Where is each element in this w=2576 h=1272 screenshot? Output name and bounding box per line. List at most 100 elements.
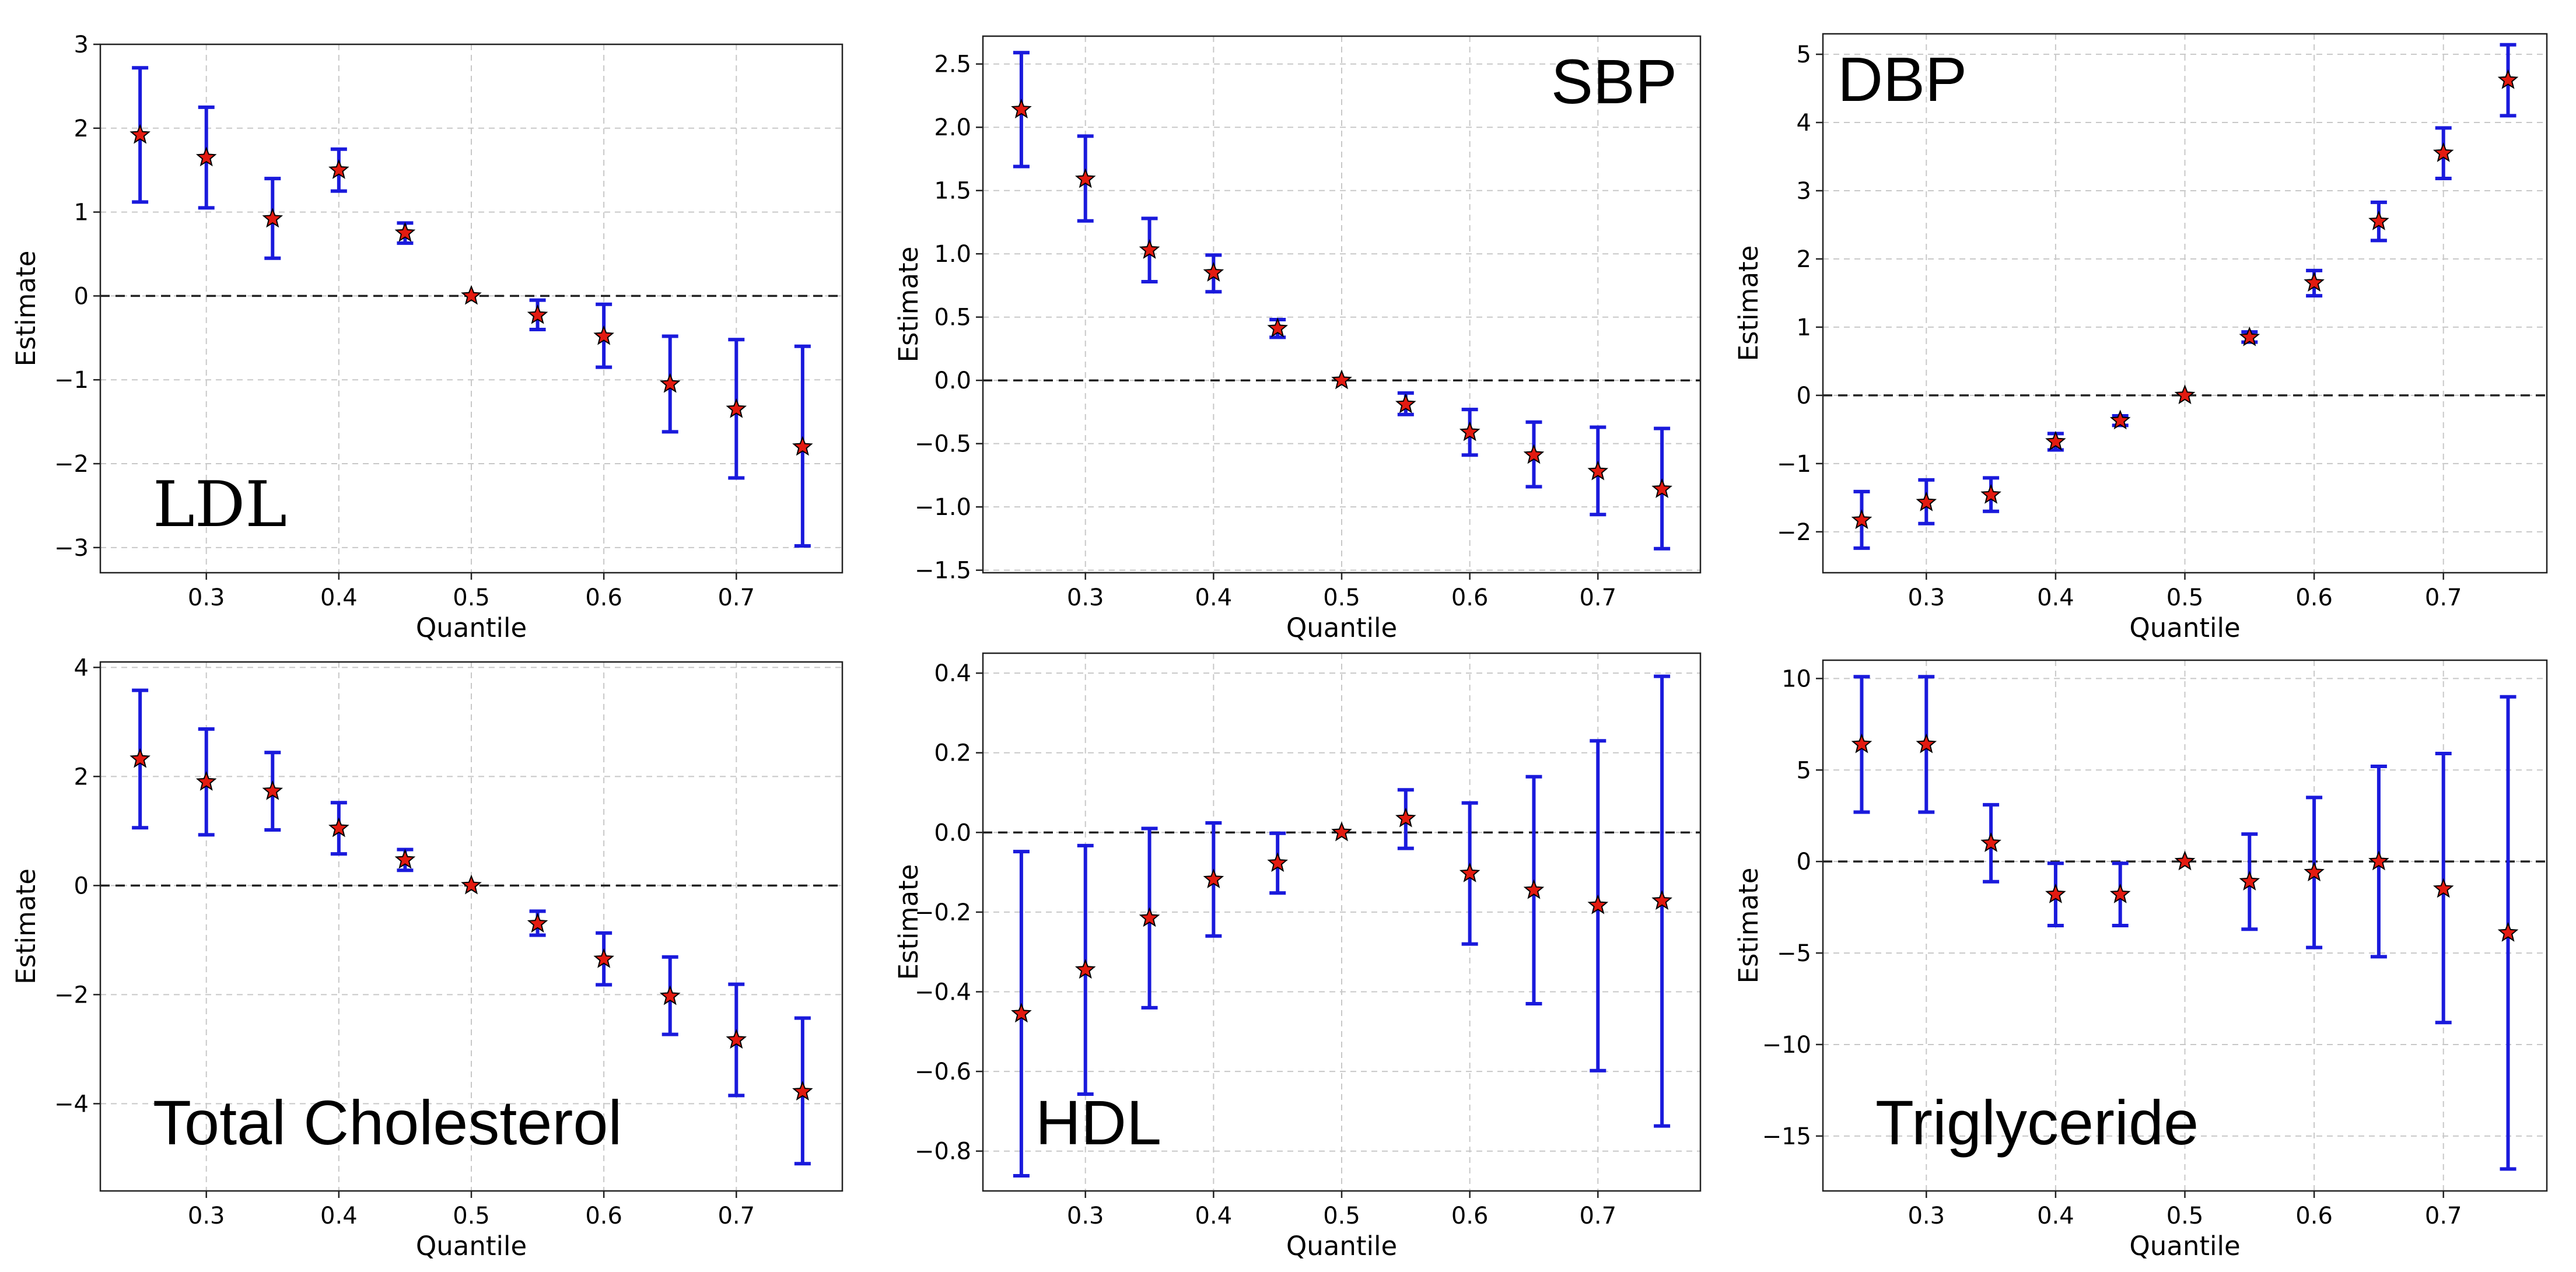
estimate-star-marker [1139,907,1160,927]
plot-frame [1822,33,2548,574]
y-tick-label: −1.0 [915,494,971,521]
y-tick-label: 0.0 [934,819,971,846]
estimate-star-marker [659,985,681,1005]
y-axis-label: Estimate [893,864,924,980]
panel-total-cholesterol: 0.3 0.4 0.5 0.6 0.7 −4 −2 0 2 4 Quantile Estimate To… [10,654,844,1262]
estimate-star-marker [1203,868,1224,889]
y-tick-label: −2 [1777,519,1811,546]
x-tick-label: 0.7 [1579,584,1616,611]
y-axis-label: Estimate [1733,246,1764,362]
estimate-star-marker [1459,421,1480,441]
estimate-star-marker [1395,393,1416,414]
x-tick-label: 0.7 [718,1203,755,1229]
estimate-star-marker [328,159,349,179]
estimate-star-marker [1523,879,1545,899]
y-tick-label: 0.0 [934,367,971,394]
panel-label: DBP [1838,44,1967,114]
estimate-star-marker [1074,168,1096,188]
x-tick-label: 0.3 [1908,1203,1945,1229]
x-tick-label: 0.6 [585,584,622,611]
panel-label: HDL [1035,1087,1161,1158]
estimate-star-marker [130,124,150,144]
y-tick-label: −10 [1762,1032,1811,1059]
estimate-star-marker [2368,850,2389,871]
x-axis-label: Quantile [2129,1231,2240,1262]
x-tick-label: 0.3 [1908,584,1945,611]
y-tick-label: 2 [74,763,89,790]
estimate-star-marker [726,398,747,418]
estimate-star-marker [1459,862,1480,882]
panel-label: SBP [1551,46,1677,117]
estimate-star-marker [1395,807,1416,828]
estimate-star-marker [394,222,416,242]
x-tick-label: 0.6 [1451,1203,1489,1229]
estimate-star-marker [2304,272,2325,292]
panel-triglyceride: 0.3 0.4 0.5 0.6 0.7 −15 −10 −5 0 5 10 Quantile Estim… [1733,659,2548,1262]
x-tick-label: 0.5 [1323,1203,1360,1229]
estimate-star-marker [792,436,813,456]
y-tick-label: 0.4 [934,660,971,687]
x-tick-label: 0.6 [2295,1203,2333,1229]
x-axis-label: Quantile [2129,612,2240,643]
x-axis-label: Quantile [416,1231,527,1262]
x-tick-label: 0.4 [2037,584,2074,611]
y-tick-label: −15 [1762,1123,1811,1150]
estimate-star-marker [1011,99,1032,118]
estimate-star-marker [1011,1003,1032,1023]
y-tick-label: 2.0 [934,114,971,141]
x-tick-label: 0.3 [188,1203,225,1229]
estimate-star-marker [2109,883,2131,903]
x-axis-label: Quantile [1286,612,1397,643]
y-tick-label: −1 [1777,451,1811,478]
estimate-star-marker [1851,733,1873,754]
y-tick-label: −1.5 [915,558,971,584]
estimate-star-marker [1331,821,1352,842]
x-tick-label: 0.7 [1579,1203,1616,1229]
plot-frame [982,35,1702,574]
estimate-star-marker [262,208,284,228]
y-tick-label: 2.5 [934,51,971,78]
estimate-star-marker [2045,430,2066,451]
estimate-star-marker [1916,491,1937,511]
y-tick-label: 4 [74,654,89,681]
y-tick-label: 1 [1797,314,1811,341]
panel-ldl: 0.3 0.4 0.5 0.6 0.7 −3 −2 −1 0 1 2 3 Quantile Estimat… [10,31,844,643]
estimate-star-marker [2497,921,2519,942]
x-tick-label: 0.3 [188,584,225,611]
estimate-star-marker [2109,409,2131,430]
estimate-star-marker [659,373,681,393]
y-tick-label: 4 [1797,110,1811,136]
estimate-star-marker [2432,142,2454,162]
plot-frame [99,661,844,1192]
estimate-star-marker [2304,861,2325,882]
estimate-star-marker [1651,890,1672,910]
x-tick-label: 0.5 [453,584,490,611]
x-tick-label: 0.3 [1067,584,1104,611]
estimate-star-marker [1331,369,1352,390]
y-tick-label: −0.2 [915,899,971,926]
plot-area [1823,34,2547,573]
y-axis-label: Estimate [10,251,41,367]
estimate-star-marker [1587,894,1609,914]
x-tick-label: 0.4 [1195,584,1233,611]
estimate-star-marker [2174,850,2196,871]
x-tick-label: 0.6 [1451,584,1489,611]
estimate-star-marker [2497,69,2519,89]
estimate-star-marker [1267,317,1288,338]
estimate-star-marker [130,748,150,768]
x-tick-label: 0.4 [2037,1203,2074,1229]
estimate-star-marker [1267,852,1288,872]
estimate-star-marker [195,771,217,791]
x-axis-label: Quantile [1286,1231,1397,1262]
estimate-star-marker [2045,883,2066,903]
y-tick-label: −1 [54,367,89,394]
y-tick-label: 0 [74,283,89,310]
x-tick-label: 0.7 [718,584,755,611]
y-tick-label: 10 [1782,665,1811,692]
estimate-star-marker [527,913,548,933]
plot-frame [1822,659,2548,1192]
x-tick-label: 0.6 [585,1203,622,1229]
x-tick-label: 0.4 [320,1203,358,1229]
y-tick-label: −2 [54,451,89,478]
x-tick-label: 0.5 [453,1203,490,1229]
